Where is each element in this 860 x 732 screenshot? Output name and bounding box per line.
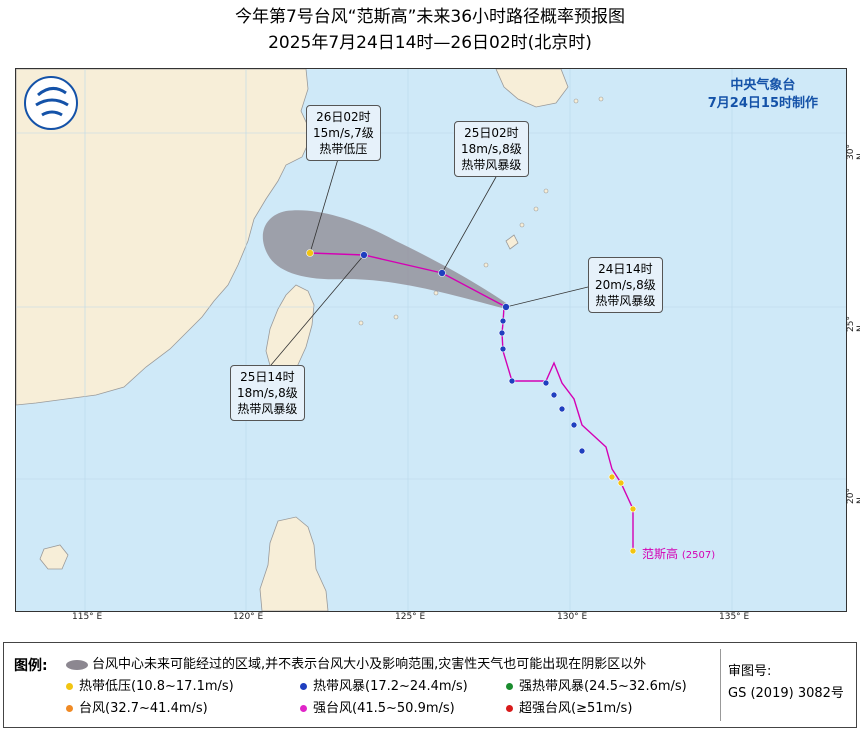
- legend-item-label: 超强台风(≥51m/s): [519, 701, 633, 716]
- storm-name-label: 范斯高 (2507): [642, 545, 715, 562]
- map-subtitle: 2025年7月24日14时—26日02时(北京时): [268, 33, 592, 53]
- tropical-storm-dot-icon: [300, 683, 307, 690]
- forecast-point-26d02: [306, 249, 314, 257]
- callout-time: 25日14时: [240, 370, 295, 384]
- legend-item-label: 热带风暴(17.2~24.4m/s): [313, 679, 468, 694]
- legend-item-label: 强台风(41.5~50.9m/s): [313, 701, 455, 716]
- legend-item-sty: 强台风(41.5~50.9m/s): [300, 697, 455, 716]
- kyushu-land: [495, 69, 569, 108]
- callout-wind: 18m/s,8级: [461, 142, 522, 156]
- review-number-block: 审图号: GS (2019) 3082号: [728, 661, 844, 705]
- legend-item-sts: 强热带风暴(24.5~32.6m/s): [506, 675, 687, 694]
- callout-category: 热带风暴级: [461, 158, 522, 172]
- forecast-point-24d14: [502, 303, 510, 311]
- legend-area-note-text: 台风中心未来可能经过的区域,并不表示台风大小及影响范围,灾害性天气也可能出现在阴…: [92, 657, 647, 672]
- super-typhoon-dot-icon: [506, 705, 513, 712]
- callout-category: 热带低压: [319, 142, 368, 156]
- legend-item-td: 热带低压(10.8~17.1m/s): [66, 675, 234, 694]
- legend-item-label: 强热带风暴(24.5~32.6m/s): [519, 679, 687, 694]
- callout-25d02[interactable]: 25日02时 18m/s,8级 热带风暴级: [454, 121, 529, 177]
- past-position-dots: [498, 317, 637, 555]
- typhoon-dot-icon: [66, 705, 73, 712]
- callout-time: 25日02时: [464, 126, 519, 140]
- lon-tick-125: 125° E: [395, 612, 426, 622]
- storm-name: 范斯高: [642, 547, 679, 561]
- forecast-point-25d02: [438, 269, 446, 277]
- lon-tick-135: 135° E: [719, 612, 750, 622]
- legend-panel: 图例: 台风中心未来可能经过的区域,并不表示台风大小及影响范围,灾害性天气也可能…: [3, 642, 857, 728]
- legend-item-label: 热带低压(10.8~17.1m/s): [79, 679, 234, 694]
- severe-typhoon-dot-icon: [300, 705, 307, 712]
- forecast-point-25d14: [360, 251, 368, 259]
- lat-tick-30: 30° N: [846, 144, 860, 160]
- legend-title: 图例:: [14, 658, 48, 674]
- map-title: 今年第7号台风“范斯高”未来36小时路径概率预报图: [234, 7, 626, 27]
- callout-time: 26日02时: [316, 110, 371, 124]
- lon-tick-115: 115° E: [72, 612, 103, 622]
- severe-tropical-storm-dot-icon: [506, 683, 513, 690]
- callout-category: 热带风暴级: [595, 294, 656, 308]
- lat-tick-20: 20° N: [846, 488, 860, 504]
- legend-item-ts: 热带风暴(17.2~24.4m/s): [300, 675, 468, 694]
- legend-item-ty: 台风(32.7~41.4m/s): [66, 697, 208, 716]
- map-frame[interactable]: 中央气象台 7月24日15时制作 24日14时 20m/s,8级 热带风暴级 2…: [15, 68, 847, 612]
- callout-category: 热带风暴级: [237, 402, 298, 416]
- review-label: 审图号:: [728, 664, 772, 679]
- callout-26d02[interactable]: 26日02时 15m/s,7级 热带低压: [306, 105, 381, 161]
- agency-issued-time: 7月24日15时制作: [707, 96, 818, 111]
- okinawa-island: [505, 234, 519, 250]
- lon-tick-130: 130° E: [557, 612, 588, 622]
- probability-area-swatch-icon: [66, 659, 88, 670]
- legend-item-superty: 超强台风(≥51m/s): [506, 697, 632, 716]
- cma-logo-icon: [24, 76, 78, 130]
- ryukyu-islets: [358, 96, 604, 326]
- hainan-land: [39, 544, 69, 570]
- review-number: GS (2019) 3082号: [728, 686, 844, 701]
- callout-wind: 15m/s,7级: [313, 126, 374, 140]
- map-canvas[interactable]: [16, 69, 846, 611]
- callout-leaders: [270, 158, 589, 366]
- callout-25d14[interactable]: 25日14时 18m/s,8级 热带风暴级: [230, 365, 305, 421]
- forecast-track: [309, 252, 507, 308]
- legend-item-label: 台风(32.7~41.4m/s): [79, 701, 208, 716]
- luzon-land: [259, 516, 329, 611]
- callout-time: 24日14时: [598, 262, 653, 276]
- tropical-depression-dot-icon: [66, 683, 73, 690]
- callout-wind: 20m/s,8级: [595, 278, 656, 292]
- graticule: [16, 69, 846, 611]
- legend-divider: [720, 649, 721, 721]
- lon-tick-120: 120° E: [233, 612, 264, 622]
- title-block: 今年第7号台风“范斯高”未来36小时路径概率预报图 2025年7月24日14时—…: [0, 4, 860, 56]
- past-track: [501, 306, 634, 551]
- lat-tick-25: 25° N: [846, 316, 860, 332]
- agency-stamp: 中央气象台 7月24日15时制作: [708, 77, 818, 113]
- agency-name: 中央气象台: [730, 78, 796, 93]
- storm-code: (2507): [681, 550, 716, 561]
- legend-area-note: 台风中心未来可能经过的区域,并不表示台风大小及影响范围,灾害性天气也可能出现在阴…: [66, 653, 646, 672]
- callout-wind: 18m/s,8级: [237, 386, 298, 400]
- callout-24d14[interactable]: 24日14时 20m/s,8级 热带风暴级: [588, 257, 663, 313]
